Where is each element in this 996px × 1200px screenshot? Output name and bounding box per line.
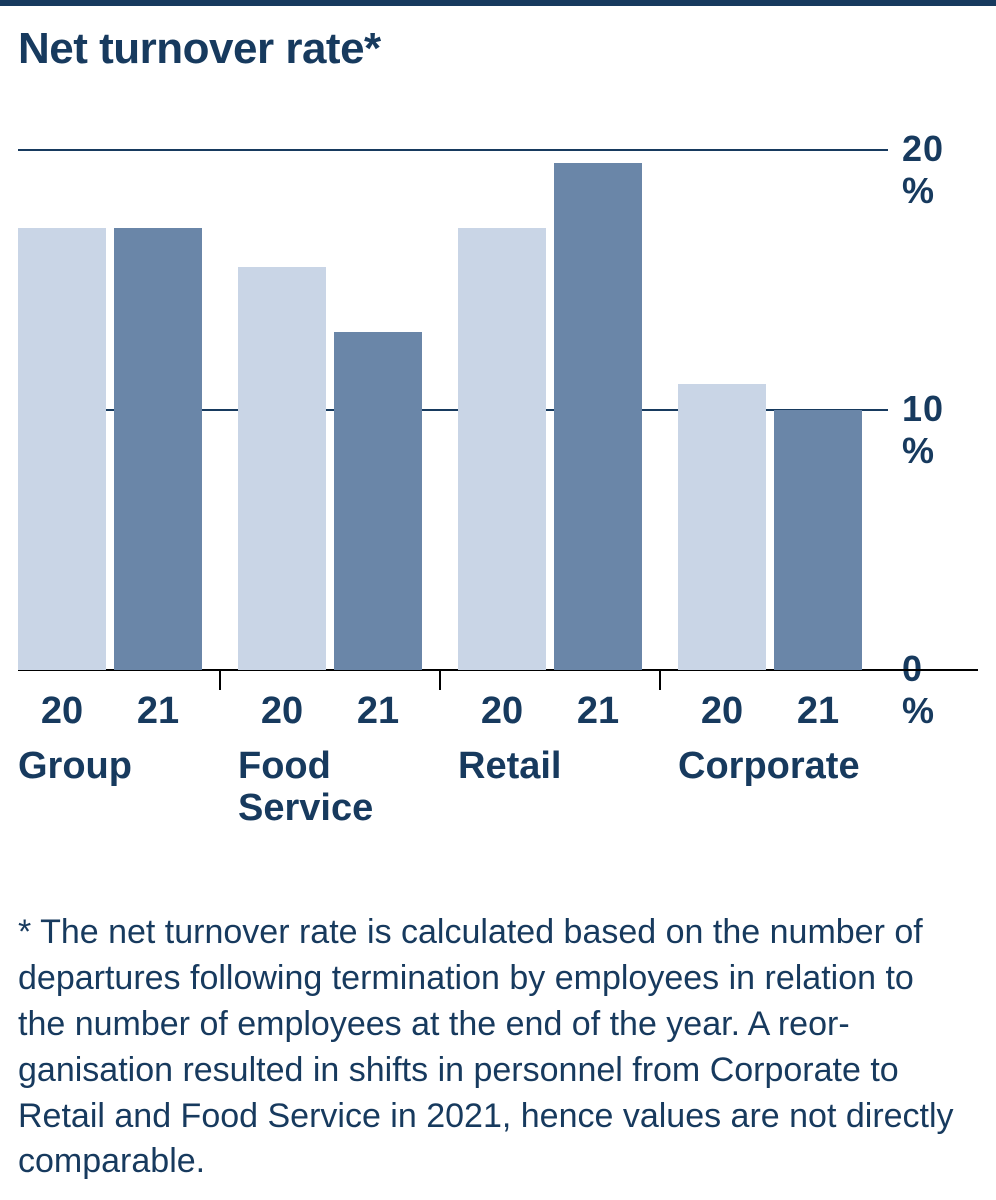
year-label: 21	[554, 690, 642, 733]
gridline	[18, 149, 888, 151]
chart-title: Net turnover rate*	[18, 24, 381, 74]
bar	[334, 332, 422, 670]
bar	[18, 228, 106, 670]
footnote: * The net turnover rate is calculated ba…	[18, 910, 962, 1185]
year-label: 20	[678, 690, 766, 733]
bar	[678, 384, 766, 670]
group-label: Food Service	[238, 746, 422, 830]
group-separator-tick	[659, 670, 661, 690]
bar	[458, 228, 546, 670]
year-label: 20	[458, 690, 546, 733]
y-tick-label: 0 %	[902, 648, 935, 732]
group-label: Retail	[458, 746, 642, 788]
bar	[114, 228, 202, 670]
y-tick-label: 20 %	[902, 128, 944, 212]
year-label: 20	[238, 690, 326, 733]
chart-area: 0 %10 %20 % 2021Group2021Food Service202…	[0, 150, 996, 750]
year-label: 21	[114, 690, 202, 733]
bar	[554, 163, 642, 670]
year-label: 20	[18, 690, 106, 733]
top-rule	[0, 0, 996, 6]
group-separator-tick	[439, 670, 441, 690]
plot: 0 %10 %20 %	[18, 150, 888, 670]
group-separator-tick	[219, 670, 221, 690]
year-label: 21	[334, 690, 422, 733]
group-label: Corporate	[678, 746, 862, 788]
y-tick-label: 10 %	[902, 388, 944, 472]
bar	[774, 410, 862, 670]
group-label: Group	[18, 746, 202, 788]
footnote-text: * The net turnover rate is calculated ba…	[18, 913, 954, 1180]
year-label: 21	[774, 690, 862, 733]
bar	[238, 267, 326, 670]
